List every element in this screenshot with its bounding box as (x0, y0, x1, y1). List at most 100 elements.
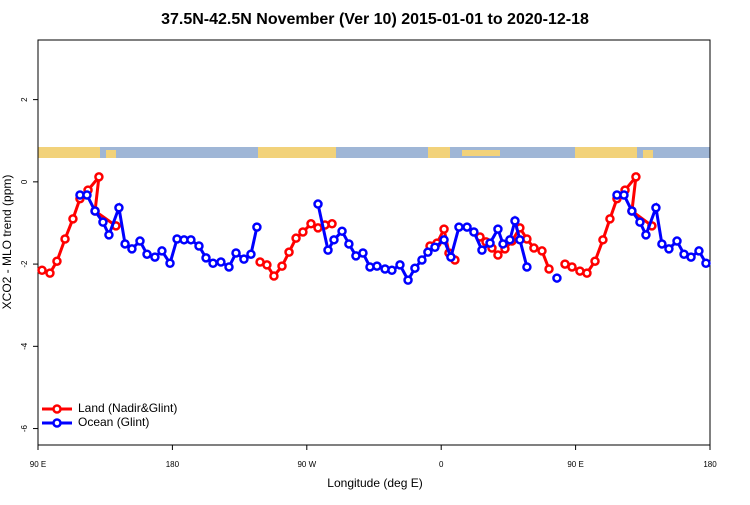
data-point (327, 219, 337, 229)
data-point (216, 257, 226, 267)
data-point (239, 254, 249, 264)
data-point (94, 172, 104, 182)
data-point (68, 214, 78, 224)
legend-label: Ocean (Glint) (78, 415, 149, 429)
data-point (672, 236, 682, 246)
legend-marker (52, 404, 62, 414)
data-point (306, 219, 316, 229)
data-point (262, 260, 272, 270)
data-point (590, 256, 600, 266)
data-point (439, 235, 449, 245)
y-tick-label: -2 (20, 260, 29, 268)
data-point (104, 230, 114, 240)
x-tick-label: 180 (703, 460, 717, 469)
data-point (114, 203, 124, 213)
data-point (537, 246, 547, 256)
data-point (120, 239, 130, 249)
data-point (446, 252, 456, 262)
data-point (98, 217, 108, 227)
data-point (477, 245, 487, 255)
data-point (387, 265, 397, 276)
data-point (664, 244, 674, 254)
y-tick-label: 2 (20, 97, 29, 102)
y-axis-label: XCO2 - MLO trend (ppm) (0, 175, 14, 310)
series-line (41, 172, 653, 279)
data-point (208, 258, 218, 269)
data-point (641, 230, 651, 240)
data-point (469, 227, 479, 237)
chart-title: 37.5N-42.5N November (Ver 10) 2015-01-01… (161, 11, 589, 28)
data-point (423, 247, 433, 257)
data-point (454, 222, 464, 232)
data-point (150, 252, 160, 262)
data-point (701, 258, 711, 269)
data-point (298, 227, 308, 237)
data-point (313, 199, 323, 209)
data-point (635, 217, 645, 227)
data-point (694, 246, 704, 256)
data-point (372, 261, 382, 271)
data-point (403, 275, 413, 285)
y-tick-label: -4 (20, 342, 29, 350)
data-point (135, 236, 145, 246)
data-point (430, 242, 440, 252)
data-point (246, 249, 256, 259)
data-point (82, 190, 92, 200)
data-point (358, 248, 368, 258)
data-point (505, 235, 515, 245)
data-point (605, 214, 615, 224)
data-point (686, 252, 696, 262)
data-point (522, 262, 532, 272)
data-point (52, 256, 62, 266)
data-point (201, 253, 211, 263)
data-point (90, 206, 100, 216)
data-point (165, 258, 175, 269)
data-point (157, 246, 167, 256)
plot-frame (37, 39, 711, 446)
data-point (510, 216, 520, 226)
x-axis-label: Longitude (deg E) (327, 476, 422, 490)
data-point (598, 235, 608, 245)
data-point (231, 248, 241, 258)
data-point (277, 261, 287, 271)
x-tick-label: 0 (439, 460, 444, 469)
data-point (544, 264, 554, 274)
data-point (323, 245, 333, 255)
x-tick-label: 90 E (567, 460, 583, 469)
data-point (493, 250, 503, 260)
data-point (291, 233, 301, 243)
data-point (252, 222, 262, 232)
data-point (395, 260, 405, 270)
data-point (485, 238, 495, 248)
data-point (37, 265, 47, 276)
data-point (344, 239, 354, 249)
data-point (186, 235, 196, 245)
data-point (269, 271, 279, 281)
x-tick-label: 90 E (30, 460, 46, 469)
data-point (529, 243, 539, 253)
y-tick-label: 0 (20, 179, 29, 184)
data-point (651, 203, 661, 213)
data-point (194, 241, 204, 251)
data-point (142, 249, 152, 259)
legend-marker (52, 418, 62, 428)
data-point (515, 235, 525, 245)
data-point (284, 247, 294, 257)
legend-label: Land (Nadir&Glint) (78, 401, 177, 415)
data-point (627, 206, 637, 216)
data-point (337, 226, 347, 236)
data-point (45, 268, 55, 278)
data-point (582, 268, 592, 278)
data-point (631, 172, 641, 182)
data-point (619, 190, 629, 200)
data-point (657, 239, 667, 249)
map-strip (38, 147, 710, 158)
data-point (552, 273, 562, 283)
x-tick-label: 90 W (297, 460, 316, 469)
data-point (498, 239, 508, 249)
y-tick-label: -6 (20, 424, 29, 432)
data-point (127, 244, 137, 254)
data-point (60, 234, 70, 244)
data-point (567, 262, 577, 272)
